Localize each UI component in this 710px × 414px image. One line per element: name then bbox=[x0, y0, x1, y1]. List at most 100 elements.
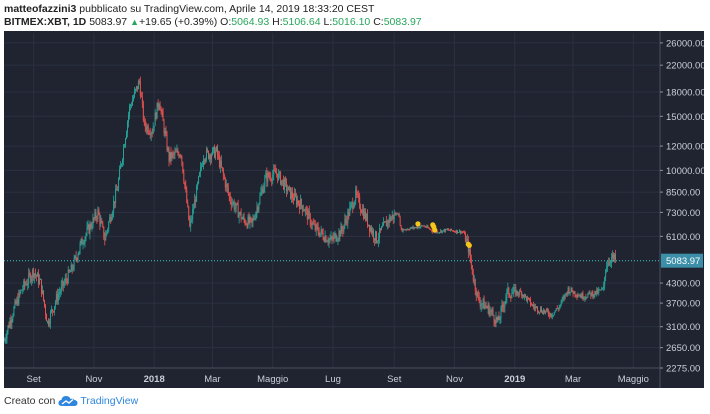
candle-body bbox=[271, 179, 273, 181]
candle-body bbox=[221, 167, 223, 170]
candle-body bbox=[87, 224, 89, 228]
chart-canvas[interactable]: 26000.00 22000.00 18000.00 15000.00 12000.00… bbox=[4, 31, 704, 388]
candle-body bbox=[332, 238, 334, 240]
y-tick-label: 7300.00 bbox=[666, 208, 700, 219]
candle-body bbox=[260, 192, 262, 196]
candle-body bbox=[202, 165, 204, 167]
candle-body bbox=[259, 195, 261, 204]
tradingview-link[interactable]: TradingView bbox=[58, 395, 138, 407]
candle-body bbox=[587, 294, 589, 298]
candle-body bbox=[307, 210, 309, 220]
x-tick-label: Set bbox=[27, 374, 42, 385]
candle-body bbox=[153, 126, 155, 128]
candle-body bbox=[579, 295, 581, 297]
candle-body bbox=[515, 286, 517, 296]
candle-body bbox=[236, 203, 238, 205]
candle-body bbox=[248, 216, 250, 223]
candle-body bbox=[540, 308, 541, 312]
candle-body bbox=[590, 292, 592, 297]
candle-body bbox=[348, 211, 350, 216]
candle-body bbox=[42, 290, 43, 294]
candle-body bbox=[607, 266, 609, 267]
candle-body bbox=[168, 148, 170, 161]
candle-body bbox=[486, 306, 488, 309]
candle-body bbox=[71, 264, 73, 270]
candle-body bbox=[112, 212, 114, 218]
candle-body bbox=[417, 226, 419, 229]
candle-body bbox=[603, 285, 605, 289]
candle-body bbox=[426, 225, 428, 228]
author-link[interactable]: matteofazzini3 bbox=[4, 3, 77, 15]
last-price-tag bbox=[661, 253, 703, 268]
candle-body bbox=[38, 273, 40, 284]
candle-body bbox=[125, 138, 126, 146]
candle-body bbox=[219, 160, 221, 168]
y-tick-label: 12000.00 bbox=[666, 142, 704, 153]
candle-body bbox=[519, 290, 521, 295]
candle-body bbox=[300, 199, 302, 206]
price-chart[interactable]: 26000.00 22000.00 18000.00 15000.00 12000.00… bbox=[4, 31, 704, 388]
candle-body bbox=[614, 254, 616, 259]
candle-body bbox=[318, 232, 320, 237]
candle-body bbox=[520, 290, 522, 292]
candle-body bbox=[293, 198, 294, 201]
candle-body bbox=[287, 190, 288, 192]
candle-body bbox=[425, 226, 427, 228]
candle-body bbox=[265, 172, 267, 178]
candle-body bbox=[497, 316, 499, 321]
candle-body bbox=[615, 254, 616, 260]
candle-body bbox=[358, 194, 360, 197]
candle-body bbox=[188, 206, 190, 220]
candle-body bbox=[267, 172, 269, 182]
candle-body bbox=[311, 222, 313, 226]
candle-body bbox=[389, 216, 391, 221]
candle-body bbox=[572, 291, 574, 294]
candle-body bbox=[525, 294, 527, 297]
candle-body bbox=[12, 315, 14, 320]
candle-body bbox=[413, 226, 415, 229]
x-tick-label: Mar bbox=[204, 374, 220, 385]
up-triangle-icon: ▲ bbox=[130, 17, 139, 27]
candle-body bbox=[594, 290, 596, 296]
candle-body bbox=[52, 310, 54, 312]
candle-body bbox=[294, 193, 295, 201]
candle-body bbox=[241, 218, 243, 220]
candle-body bbox=[566, 293, 568, 295]
candle-body bbox=[570, 287, 572, 292]
candle-body bbox=[270, 176, 272, 180]
tradingview-brand: TradingView bbox=[80, 395, 139, 407]
candle-body bbox=[133, 91, 135, 98]
candle-body bbox=[544, 310, 546, 313]
candle-body bbox=[605, 269, 607, 278]
candle-body bbox=[543, 310, 545, 313]
candle-body bbox=[119, 168, 121, 180]
candle-body bbox=[44, 300, 45, 306]
candle-body bbox=[142, 102, 144, 120]
ohlc-legend: BITMEX:XBT, 1D 5083.97 ▲+19.65 (+0.39%) … bbox=[4, 16, 422, 28]
candle-body bbox=[111, 217, 113, 222]
candle-body bbox=[268, 172, 270, 177]
candle-body bbox=[136, 86, 138, 90]
candle-body bbox=[363, 209, 365, 219]
candle-body bbox=[237, 204, 239, 218]
candle-body bbox=[439, 232, 441, 233]
candle-body bbox=[279, 172, 281, 173]
candle-body bbox=[600, 289, 602, 291]
candle-body bbox=[77, 254, 79, 260]
candle-body bbox=[96, 217, 98, 219]
candle-body bbox=[404, 229, 406, 231]
candle-body bbox=[427, 225, 429, 228]
candle-body bbox=[517, 290, 519, 294]
candle-body bbox=[592, 291, 594, 297]
candle-body bbox=[59, 291, 61, 293]
candle-body bbox=[581, 293, 583, 298]
x-tick-label: Maggio bbox=[257, 374, 288, 385]
candle-body bbox=[568, 287, 570, 294]
candle-body bbox=[60, 285, 62, 292]
candle-body bbox=[45, 305, 46, 315]
candle-body bbox=[563, 297, 565, 299]
candle-body bbox=[193, 208, 195, 210]
candle-body bbox=[424, 225, 426, 227]
candle-body bbox=[95, 212, 97, 218]
candle-body bbox=[463, 232, 465, 234]
